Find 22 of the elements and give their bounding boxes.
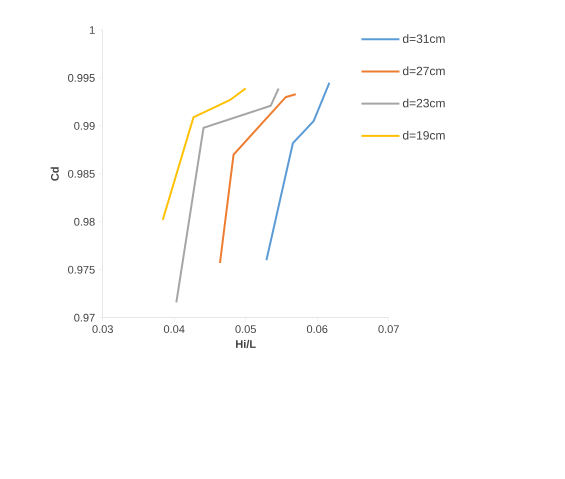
y-tick-label: 0.97 — [74, 314, 95, 322]
legend-label: d=31cm — [402, 34, 445, 43]
x-axis-title: Hi/L — [236, 340, 256, 348]
legend-label: d=23cm — [402, 98, 445, 108]
x-tick-label: 0.04 — [164, 325, 185, 334]
y-tick-label: 0.98 — [74, 218, 95, 226]
y-tick-label: 0.995 — [68, 74, 95, 82]
x-tick-label: 0.07 — [378, 325, 399, 334]
x-tick-label: 0.03 — [92, 325, 113, 334]
y-tick-label: 0.985 — [68, 170, 95, 178]
y-tick-label: 1 — [90, 26, 95, 34]
line-series — [218, 93, 297, 264]
line-series — [162, 87, 247, 221]
y-tick-label: 0.99 — [74, 122, 95, 130]
line-series — [265, 82, 330, 262]
x-tick-label: 0.05 — [235, 325, 256, 334]
legend-label: d=19cm — [402, 130, 445, 140]
line-series — [175, 87, 280, 304]
x-tick-label: 0.06 — [306, 325, 328, 334]
y-tick-label: 0.975 — [68, 266, 95, 274]
legend-label: d=27cm — [402, 66, 445, 76]
y-axis-title: Cd — [50, 167, 59, 181]
